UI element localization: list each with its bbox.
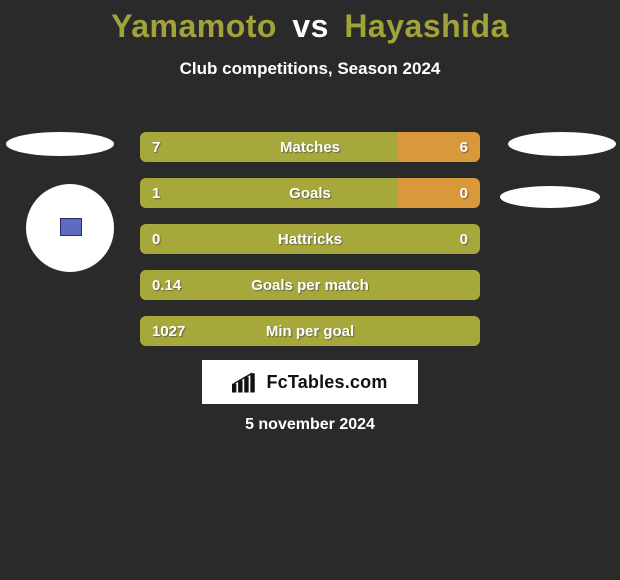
stat-row: 00Hattricks bbox=[140, 224, 480, 254]
stat-row: 1027Min per goal bbox=[140, 316, 480, 346]
stat-row: 10Goals bbox=[140, 178, 480, 208]
stat-value-left: 0 bbox=[152, 224, 160, 254]
stat-rows: 76Matches10Goals00Hattricks0.14Goals per… bbox=[140, 132, 480, 362]
stat-value-left: 0.14 bbox=[152, 270, 181, 300]
stat-value-left: 1027 bbox=[152, 316, 185, 346]
stat-value-left: 1 bbox=[152, 178, 160, 208]
date-text: 5 november 2024 bbox=[0, 416, 620, 434]
avatar-placeholder-right-top bbox=[508, 132, 616, 156]
stat-row: 0.14Goals per match bbox=[140, 270, 480, 300]
stat-bar-left bbox=[140, 270, 480, 300]
stat-bar-left bbox=[140, 178, 398, 208]
brand-badge: FcTables.com bbox=[202, 360, 418, 404]
brand-chart-icon bbox=[232, 370, 260, 394]
avatar-placeholder-left-top bbox=[6, 132, 114, 156]
stat-value-right: 0 bbox=[460, 178, 468, 208]
stat-bar-left bbox=[140, 316, 480, 346]
player2-name: Hayashida bbox=[344, 8, 509, 44]
stat-value-left: 7 bbox=[152, 132, 160, 162]
avatar-placeholder-right-mid bbox=[500, 186, 600, 208]
stat-value-right: 0 bbox=[460, 224, 468, 254]
stat-value-right: 6 bbox=[460, 132, 468, 162]
stat-bar-left bbox=[140, 224, 480, 254]
avatar-placeholder-left-circle bbox=[26, 184, 114, 272]
brand-label: FcTables.com bbox=[266, 372, 387, 393]
stat-row: 76Matches bbox=[140, 132, 480, 162]
page-title: Yamamoto vs Hayashida bbox=[0, 8, 620, 45]
vs-text: vs bbox=[292, 8, 329, 44]
subtitle: Club competitions, Season 2024 bbox=[0, 59, 620, 79]
avatar-inner-icon bbox=[60, 218, 82, 236]
stat-bar-left bbox=[140, 132, 398, 162]
player1-name: Yamamoto bbox=[111, 8, 277, 44]
